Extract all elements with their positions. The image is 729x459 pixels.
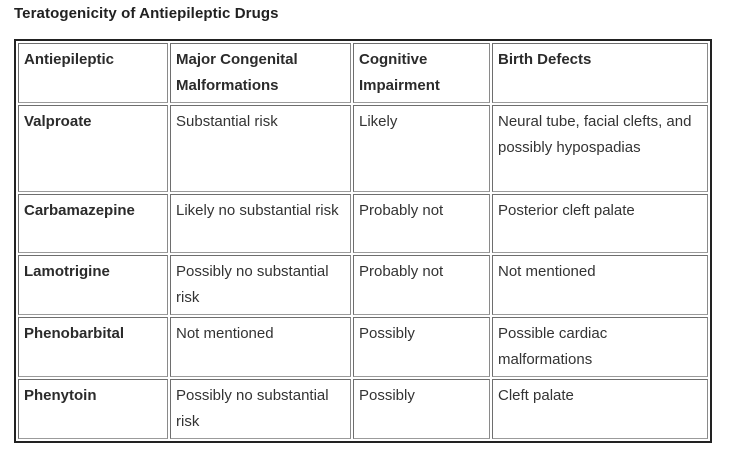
cognitive-impairment-cell: Possibly (353, 317, 490, 377)
malformations-cell: Likely no substantial risk (170, 194, 351, 253)
birth-defects-cell: Not mentioned (492, 255, 708, 315)
birth-defects-cell: Cleft palate (492, 379, 708, 439)
birth-defects-cell: Posterior cleft palate (492, 194, 708, 253)
drug-name-cell: Lamotrigine (18, 255, 168, 315)
cognitive-impairment-cell: Probably not (353, 255, 490, 315)
table-row-valproate: Valproate Substantial risk Likely Neural… (18, 105, 708, 192)
malformations-cell: Not mentioned (170, 317, 351, 377)
table-row-phenytoin: Phenytoin Possibly no substantial risk P… (18, 379, 708, 439)
teratogenicity-table: Antiepileptic Major Congenital Malformat… (14, 39, 712, 443)
malformations-cell: Possibly no substantial risk (170, 255, 351, 315)
table-row-lamotrigine: Lamotrigine Possibly no substantial risk… (18, 255, 708, 315)
drug-name-cell: Phenytoin (18, 379, 168, 439)
malformations-cell: Substantial risk (170, 105, 351, 192)
cognitive-impairment-cell: Possibly (353, 379, 490, 439)
column-header-antiepileptic: Antiepileptic (18, 43, 168, 103)
table-row-carbamazepine: Carbamazepine Likely no substantial risk… (18, 194, 708, 253)
table-row-phenobarbital: Phenobarbital Not mentioned Possibly Pos… (18, 317, 708, 377)
drug-name-cell: Valproate (18, 105, 168, 192)
column-header-major-congenital-malformations: Major Congenital Malformations (170, 43, 351, 103)
birth-defects-cell: Neural tube, facial clefts, and possibly… (492, 105, 708, 192)
column-header-cognitive-impairment: Cognitive Impairment (353, 43, 490, 103)
birth-defects-cell: Possible cardiac malformations (492, 317, 708, 377)
cognitive-impairment-cell: Likely (353, 105, 490, 192)
drug-name-cell: Phenobarbital (18, 317, 168, 377)
column-header-birth-defects: Birth Defects (492, 43, 708, 103)
malformations-cell: Possibly no substantial risk (170, 379, 351, 439)
table-header-row: Antiepileptic Major Congenital Malformat… (18, 43, 708, 103)
drug-name-cell: Carbamazepine (18, 194, 168, 253)
page-title: Teratogenicity of Antiepileptic Drugs (14, 5, 279, 22)
cognitive-impairment-cell: Probably not (353, 194, 490, 253)
